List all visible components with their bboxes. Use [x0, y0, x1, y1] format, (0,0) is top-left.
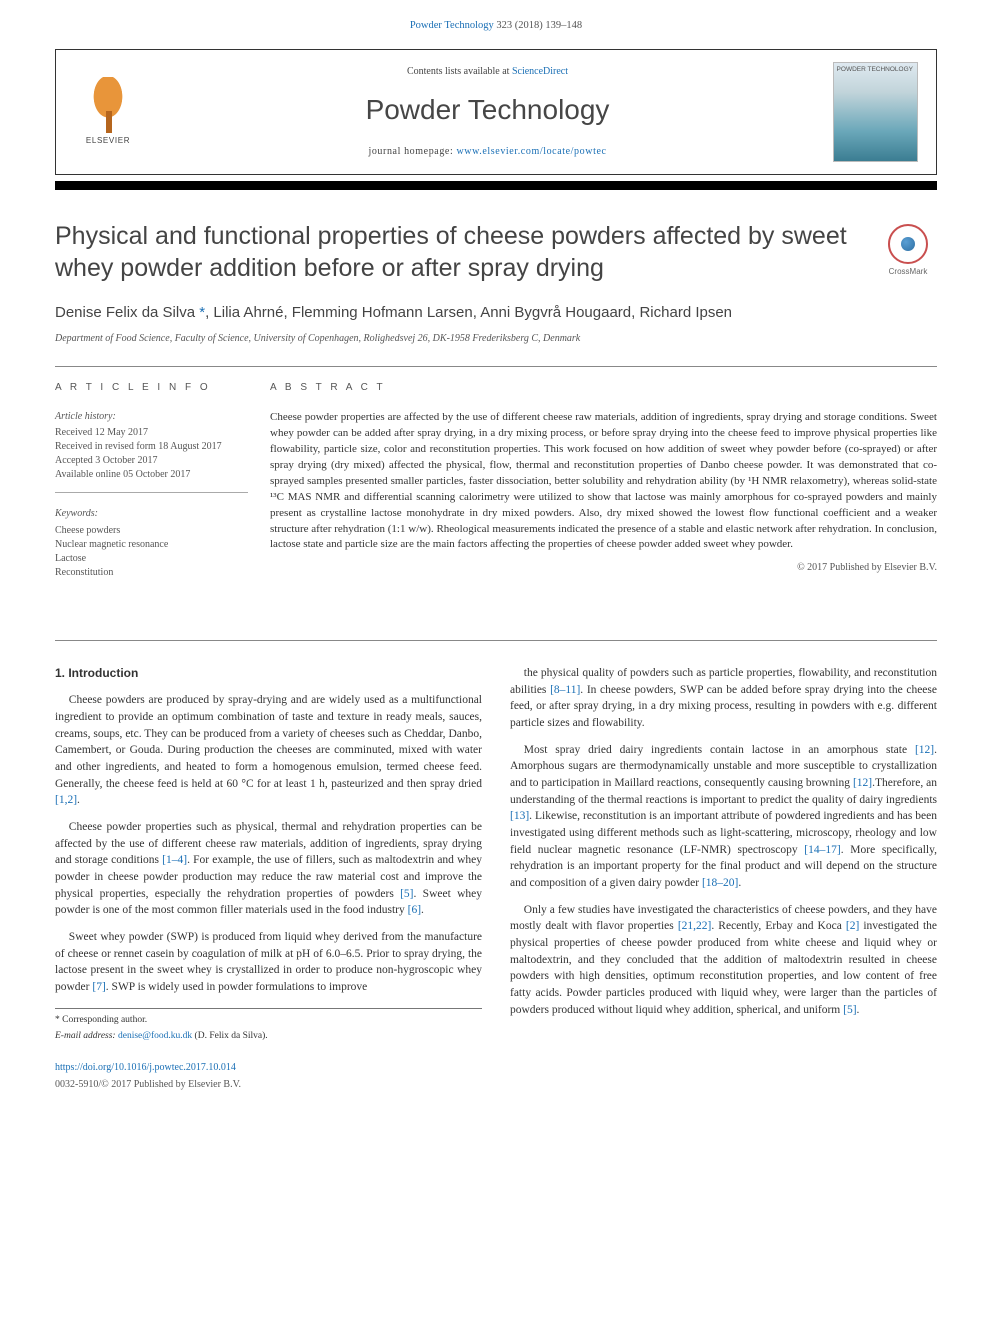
- paragraph: the physical quality of powders such as …: [510, 665, 937, 732]
- sciencedirect-link[interactable]: ScienceDirect: [512, 66, 568, 77]
- history-head: Article history:: [55, 410, 248, 425]
- footer-copyright: 0032-5910/© 2017 Published by Elsevier B…: [55, 1078, 937, 1093]
- homepage-line: journal homepage: www.elsevier.com/locat…: [142, 145, 833, 160]
- article-info: A R T I C L E I N F O Article history: R…: [55, 381, 270, 604]
- keywords-head: Keywords:: [55, 507, 248, 522]
- ref-link[interactable]: [12]: [853, 777, 872, 789]
- ref-link[interactable]: [12]: [915, 744, 934, 756]
- abstract: A B S T R A C T Cheese powder properties…: [270, 381, 937, 604]
- paragraph: Cheese powders are produced by spray-dry…: [55, 692, 482, 809]
- keyword: Cheese powders: [55, 524, 248, 538]
- ref-link[interactable]: [1,2]: [55, 794, 77, 806]
- body-text: 1. Introduction Cheese powders are produ…: [55, 665, 937, 1043]
- cover-label: POWDER TECHNOLOGY: [837, 67, 913, 74]
- publisher-label: ELSEVIER: [86, 135, 130, 147]
- paragraph: Cheese powder properties such as physica…: [55, 819, 482, 919]
- history-line: Available online 05 October 2017: [55, 468, 248, 482]
- footnotes: * Corresponding author. E-mail address: …: [55, 1008, 482, 1044]
- crossmark-label: CrossMark: [879, 266, 937, 278]
- divider-bar: [55, 181, 937, 190]
- crossmark-dot-icon: [901, 237, 915, 251]
- elsevier-tree-icon: [83, 77, 133, 133]
- contents-line: Contents lists available at ScienceDirec…: [142, 65, 833, 80]
- ref-link[interactable]: [1–4]: [162, 854, 187, 866]
- crossmark-badge[interactable]: CrossMark: [879, 224, 937, 278]
- contents-prefix: Contents lists available at: [407, 66, 512, 77]
- paragraph: Most spray dried dairy ingredients conta…: [510, 742, 937, 892]
- section-heading: 1. Introduction: [55, 665, 482, 682]
- doi-link[interactable]: https://doi.org/10.1016/j.powtec.2017.10…: [55, 1062, 236, 1073]
- journal-cover: POWDER TECHNOLOGY: [833, 62, 918, 162]
- ref-link[interactable]: [2]: [846, 920, 859, 932]
- homepage-link[interactable]: www.elsevier.com/locate/powtec: [456, 146, 606, 157]
- author-post: , Lilia Ahrné, Flemming Hofmann Larsen, …: [205, 304, 732, 321]
- affiliation: Department of Food Science, Faculty of S…: [55, 332, 937, 347]
- journal-band: ELSEVIER Contents lists available at Sci…: [55, 49, 937, 175]
- ref-link[interactable]: [14–17]: [804, 844, 840, 856]
- keyword: Reconstitution: [55, 566, 248, 580]
- keyword: Lactose: [55, 552, 248, 566]
- abstract-heading: A B S T R A C T: [270, 381, 937, 396]
- authors: Denise Felix da Silva *, Lilia Ahrné, Fl…: [55, 302, 937, 324]
- ref-link[interactable]: [21,22]: [678, 920, 712, 932]
- abstract-text: Cheese powder properties are affected by…: [270, 410, 937, 553]
- article-title: Physical and functional properties of ch…: [55, 220, 861, 284]
- history-line: Received 12 May 2017: [55, 426, 248, 440]
- corr-author-note: * Corresponding author.: [55, 1014, 482, 1028]
- ref-link[interactable]: [13]: [510, 810, 529, 822]
- email-label: E-mail address:: [55, 1031, 118, 1041]
- keyword: Nuclear magnetic resonance: [55, 538, 248, 552]
- email-post: (D. Felix da Silva).: [192, 1031, 267, 1041]
- ref-link[interactable]: [7]: [92, 981, 105, 993]
- history-line: Accepted 3 October 2017: [55, 454, 248, 468]
- homepage-prefix: journal homepage:: [368, 146, 456, 157]
- email-link[interactable]: denise@food.ku.dk: [118, 1031, 192, 1041]
- page-citation: Powder Technology 323 (2018) 139–148: [0, 0, 992, 37]
- paragraph: Only a few studies have investigated the…: [510, 902, 937, 1019]
- ref-link[interactable]: [5]: [400, 888, 413, 900]
- ref-link[interactable]: [5]: [843, 1004, 856, 1016]
- ref-link[interactable]: [8–11]: [550, 684, 580, 696]
- info-heading: A R T I C L E I N F O: [55, 381, 248, 396]
- journal-name: Powder Technology: [142, 90, 833, 131]
- abstract-copyright: © 2017 Published by Elsevier B.V.: [270, 561, 937, 576]
- rule-bottom: [55, 640, 937, 641]
- paragraph: Sweet whey powder (SWP) is produced from…: [55, 929, 482, 996]
- crossmark-icon: [888, 224, 928, 264]
- publisher-logo: ELSEVIER: [74, 73, 142, 151]
- author-pre: Denise Felix da Silva: [55, 304, 199, 321]
- ref-link[interactable]: [6]: [408, 904, 421, 916]
- ref-link[interactable]: [18–20]: [702, 877, 738, 889]
- page-footer: https://doi.org/10.1016/j.powtec.2017.10…: [55, 1061, 937, 1092]
- citation-link[interactable]: Powder Technology: [410, 20, 494, 31]
- history-line: Received in revised form 18 August 2017: [55, 440, 248, 454]
- email-note: E-mail address: denise@food.ku.dk (D. Fe…: [55, 1030, 482, 1044]
- citation-rest: 323 (2018) 139–148: [494, 20, 582, 31]
